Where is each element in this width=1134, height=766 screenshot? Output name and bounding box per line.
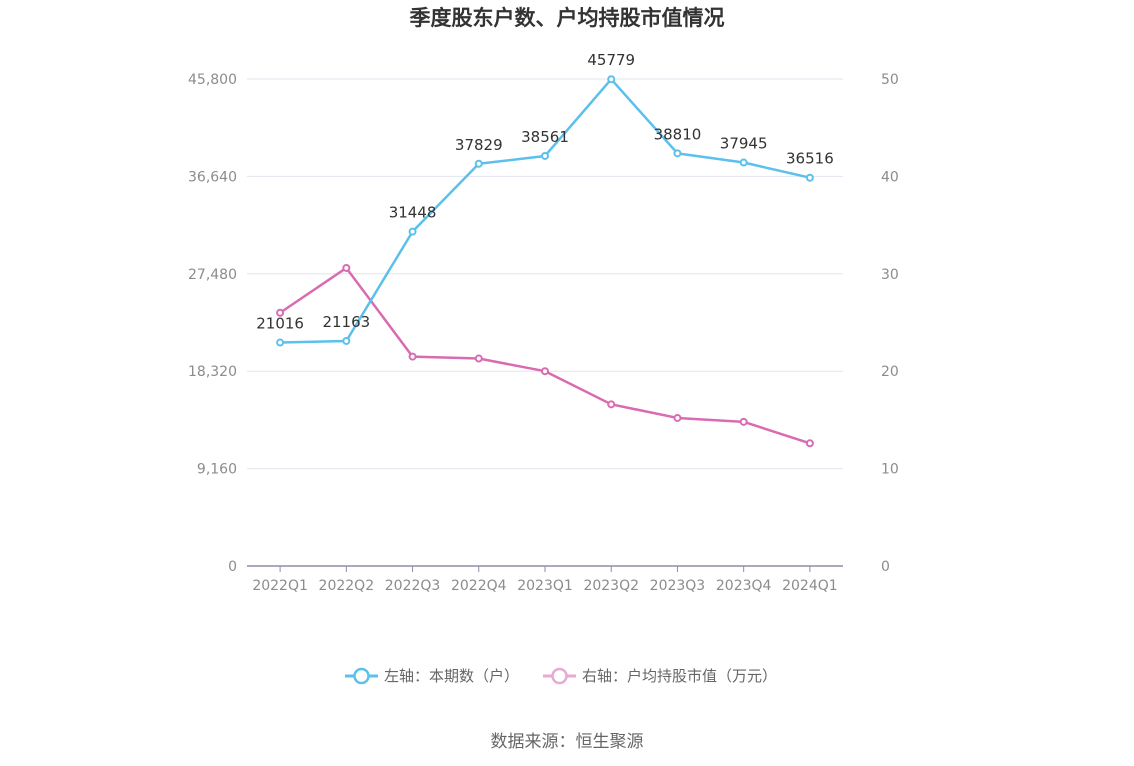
data-source: 数据来源：恒生聚源 [491, 732, 644, 752]
data-point [342, 336, 351, 345]
x-tick-label: 2023Q2 [583, 578, 639, 594]
data-point [541, 367, 549, 376]
grid [247, 78, 843, 470]
right-tick-label: 50 [881, 72, 899, 88]
left-tick-label: 9,160 [197, 462, 237, 478]
x-axis: 2022Q1 2022Q2 2022Q3 2022Q4 2023Q1 2023Q2 2023… [247, 565, 843, 594]
legend-label: 右轴：户均持股市值（万元） [582, 667, 777, 685]
data-label: 45779 [587, 51, 635, 69]
data-point [607, 75, 616, 84]
x-tick-label: 2024Q1 [782, 578, 838, 594]
series-line [279, 266, 811, 445]
data-label: 38810 [654, 125, 702, 143]
data-point [739, 417, 748, 426]
series-avg-holding-value [276, 263, 814, 448]
data-point [541, 151, 549, 160]
data-label: 36516 [786, 150, 834, 168]
data-point [673, 413, 682, 422]
right-tick-label: 10 [881, 462, 899, 478]
x-tick-label: 2022Q1 [252, 578, 308, 594]
data-point [607, 400, 616, 409]
data-point [739, 158, 748, 167]
data-point [408, 352, 417, 361]
chart-title: 季度股东户数、户均持股市值情况 [410, 6, 725, 30]
data-label: 21163 [322, 313, 370, 331]
left-tick-label: 0 [228, 559, 237, 575]
data-point [276, 308, 285, 317]
data-point [805, 439, 814, 448]
right-tick-label: 0 [881, 559, 890, 575]
data-point [474, 159, 483, 168]
right-axis: 0 10 20 30 40 50 [881, 72, 899, 575]
data-point [474, 354, 483, 363]
data-point [805, 173, 814, 182]
x-tick-label: 2023Q3 [650, 578, 706, 594]
data-point [342, 263, 351, 272]
data-label: 37945 [720, 135, 768, 153]
x-tick-label: 2022Q2 [319, 578, 375, 594]
left-axis: 0 9,160 18,320 27,480 36,640 45,800 [188, 72, 237, 575]
legend-marker [551, 667, 568, 685]
left-tick-label: 36,640 [188, 169, 237, 185]
data-label: 37829 [455, 136, 503, 154]
right-tick-label: 40 [881, 169, 899, 185]
series-line [280, 77, 811, 344]
series-shareholder-count: 21016 21163 31448 37829 38561 45779 38810 37945… [256, 51, 834, 347]
right-tick-label: 20 [881, 364, 899, 380]
left-tick-label: 45,800 [188, 72, 237, 88]
data-label: 21016 [256, 315, 304, 333]
x-tick-label: 2023Q4 [716, 578, 772, 594]
legend-marker [353, 667, 370, 685]
data-label: 38561 [521, 128, 569, 146]
data-label: 31448 [389, 204, 437, 222]
x-tick-label: 2022Q4 [451, 578, 507, 594]
data-point [276, 338, 285, 347]
x-tick-label: 2022Q3 [385, 578, 441, 594]
left-tick-label: 18,320 [188, 364, 237, 380]
data-point [673, 149, 682, 158]
right-tick-label: 30 [881, 267, 899, 283]
x-tick-label: 2023Q1 [517, 578, 573, 594]
data-point [408, 227, 417, 236]
legend: 左轴：本期数（户） 右轴：户均持股市值（万元） [345, 667, 777, 685]
legend-label: 左轴：本期数（户） [384, 667, 519, 685]
left-tick-label: 27,480 [188, 267, 237, 283]
